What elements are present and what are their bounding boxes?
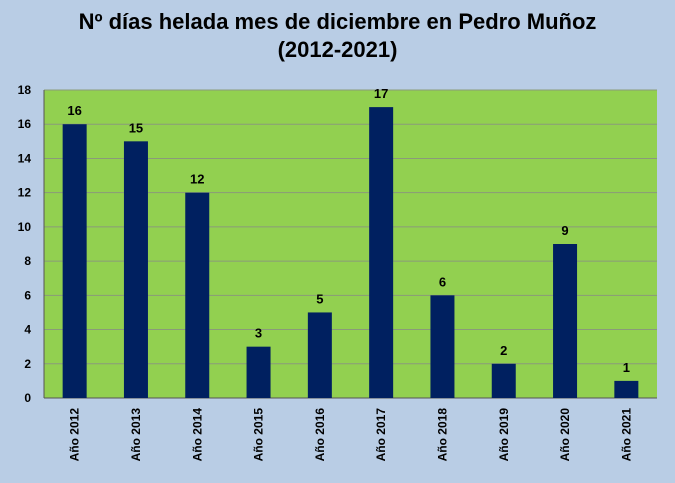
- x-category-label: Año 2014: [190, 408, 204, 462]
- bar-value-label: 5: [316, 291, 323, 306]
- chart-title-line-2: (2012-2021): [277, 37, 398, 62]
- bar-value-label: 9: [561, 223, 568, 238]
- y-tick-label: 0: [24, 391, 31, 405]
- bar-value-label: 12: [190, 172, 204, 187]
- y-tick-label: 18: [18, 83, 32, 97]
- bar: [307, 312, 332, 398]
- bar-value-label: 16: [67, 103, 81, 118]
- bar: [430, 295, 455, 398]
- bar-value-label: 17: [374, 86, 388, 101]
- bar: [123, 141, 148, 399]
- x-category-label: Año 2019: [497, 408, 511, 462]
- bar-value-label: 3: [255, 326, 262, 341]
- y-tick-label: 2: [24, 357, 31, 371]
- bar-value-label: 2: [500, 343, 507, 358]
- y-tick-label: 16: [18, 117, 32, 131]
- bar-value-label: 6: [439, 274, 446, 289]
- bar: [369, 107, 394, 398]
- chart-title: Nº días helada mes de diciembre en Pedro…: [0, 8, 675, 64]
- bar: [614, 380, 639, 398]
- y-tick-label: 12: [18, 186, 32, 200]
- x-category-label: Año 2020: [558, 408, 572, 462]
- y-tick-label: 10: [18, 220, 32, 234]
- y-tick-label: 8: [24, 254, 31, 268]
- bar-value-label: 15: [129, 120, 143, 135]
- bar: [246, 346, 271, 398]
- y-tick-label: 6: [24, 288, 31, 302]
- bar: [491, 363, 516, 398]
- x-category-label: Año 2013: [129, 408, 143, 462]
- x-category-label: Año 2015: [252, 408, 266, 462]
- bar: [62, 124, 87, 398]
- y-tick-label: 4: [24, 323, 31, 337]
- x-category-label: Año 2018: [435, 408, 449, 462]
- x-category-label: Año 2021: [619, 408, 633, 462]
- bar: [553, 244, 578, 398]
- chart-title-line-1: Nº días helada mes de diciembre en Pedro…: [78, 9, 597, 34]
- x-category-label: Año 2012: [68, 408, 82, 462]
- x-category-label: Año 2017: [374, 408, 388, 462]
- bar-value-label: 1: [623, 360, 630, 375]
- y-tick-label: 14: [18, 151, 32, 165]
- bar: [185, 192, 210, 398]
- x-category-label: Año 2016: [313, 408, 327, 462]
